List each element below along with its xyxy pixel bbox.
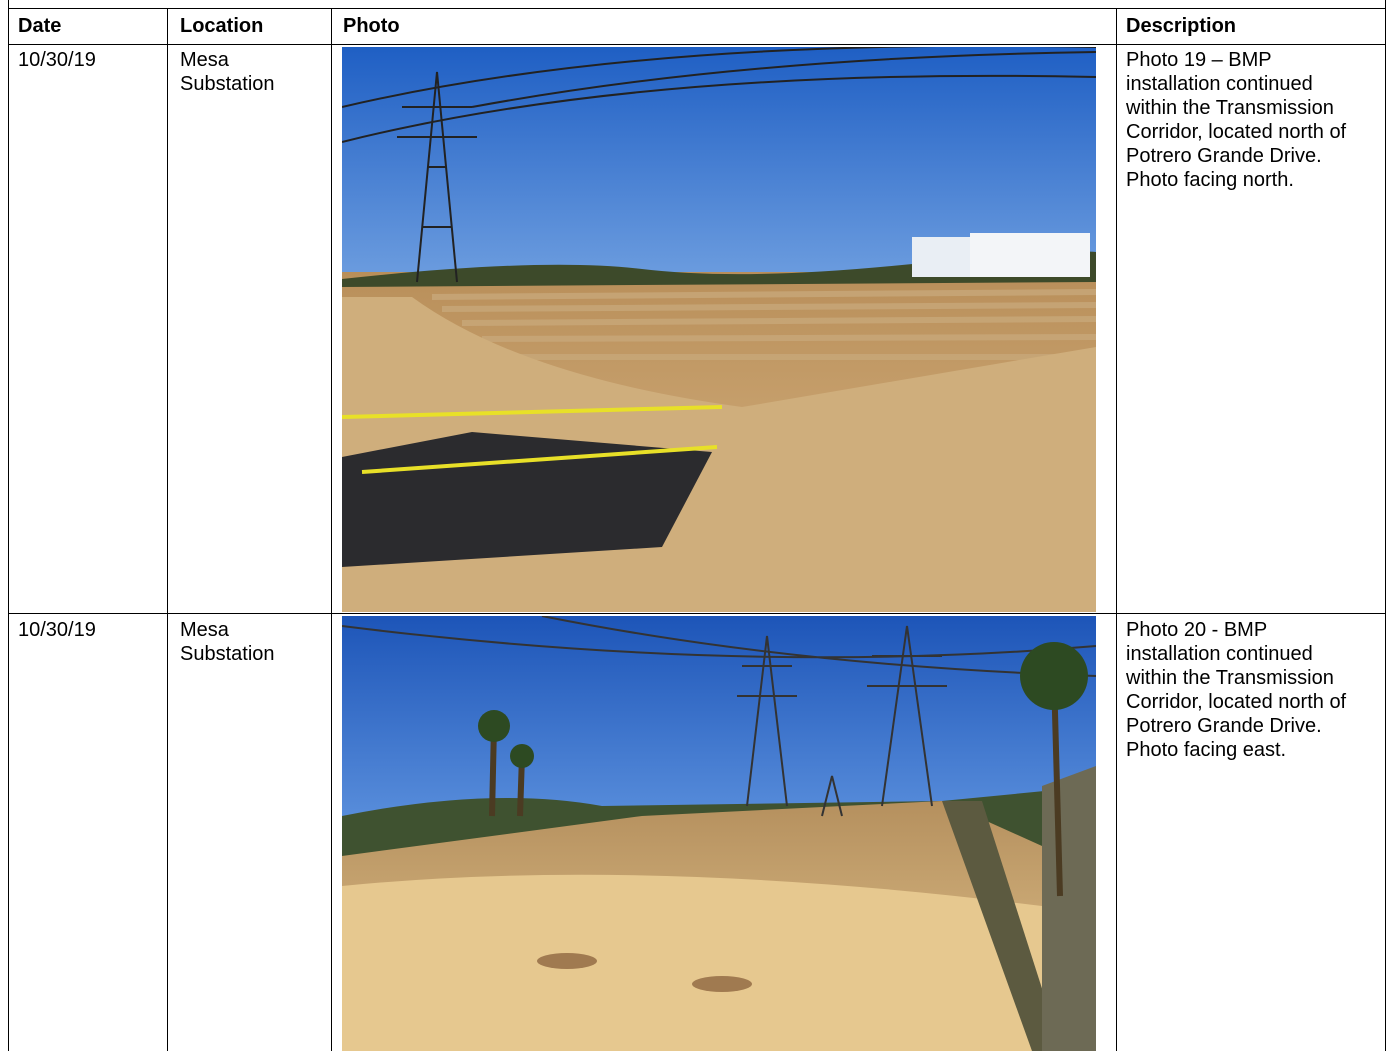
location-cell: Mesa Substation <box>180 49 275 95</box>
border <box>167 8 168 1051</box>
border <box>8 8 1386 9</box>
location-cell: Mesa Substation <box>180 619 275 665</box>
description-cell: Photo 19 – BMP installation continued wi… <box>1126 49 1347 191</box>
border <box>331 8 332 1051</box>
border <box>8 613 1386 614</box>
photo <box>342 616 1096 1051</box>
border <box>8 0 9 1051</box>
date-cell: 10/30/19 <box>18 619 96 641</box>
header-cell: Date <box>18 15 62 37</box>
border <box>8 44 1386 45</box>
border <box>1116 8 1117 1051</box>
header-cell: Photo <box>343 15 400 37</box>
photo <box>342 47 1096 612</box>
header-cell: Location <box>180 15 264 37</box>
date-cell: 10/30/19 <box>18 49 96 71</box>
header-cell: Description <box>1126 15 1237 37</box>
border <box>1385 0 1386 1051</box>
description-cell: Photo 20 - BMP installation continued wi… <box>1126 619 1347 761</box>
